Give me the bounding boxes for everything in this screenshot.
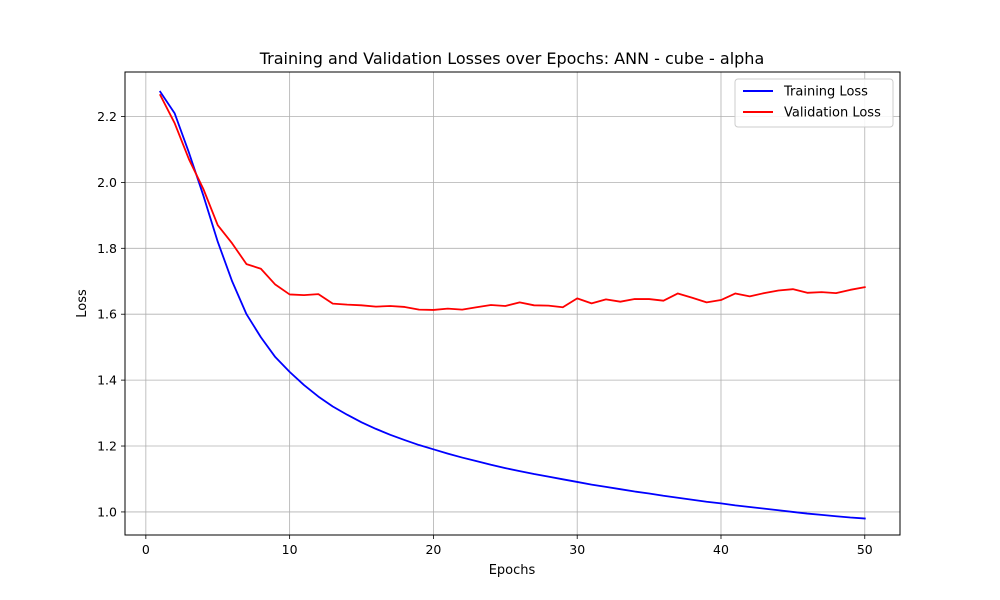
y-tick-label: 1.6 [97,307,117,322]
x-tick-label: 10 [282,542,298,557]
y-tick-label: 2.2 [97,109,117,124]
x-tick-label: 40 [713,542,729,557]
y-tick-label: 1.0 [97,504,117,519]
series-line-training-loss [158,90,866,520]
y-tick-label: 1.2 [97,439,117,454]
legend-label-validation: Validation Loss [784,106,881,121]
x-tick-label: 30 [569,542,585,557]
series-line-validation-loss [159,93,866,311]
y-tick-label: 2.0 [97,175,117,190]
y-tick-label: 1.8 [97,241,117,256]
y-axis: 1.0 1.2 1.4 1.6 1.8 2.0 2.2 [97,109,125,519]
chart-title: Training and Validation Losses over Epoc… [259,49,765,68]
y-tick-label: 1.4 [97,373,117,388]
x-axis: 0 10 20 30 40 50 [142,535,873,557]
x-axis-label: Epochs [489,563,536,578]
plot-area-frame [124,71,901,536]
x-tick-label: 0 [142,542,150,557]
legend: Training Loss Validation Loss [734,78,894,128]
y-axis-label: Loss [75,289,90,318]
x-tick-label: 50 [857,542,873,557]
x-tick-label: 20 [425,542,441,557]
legend-label-training: Training Loss [783,85,868,100]
legend-box [734,78,894,128]
series-layer [158,90,866,520]
